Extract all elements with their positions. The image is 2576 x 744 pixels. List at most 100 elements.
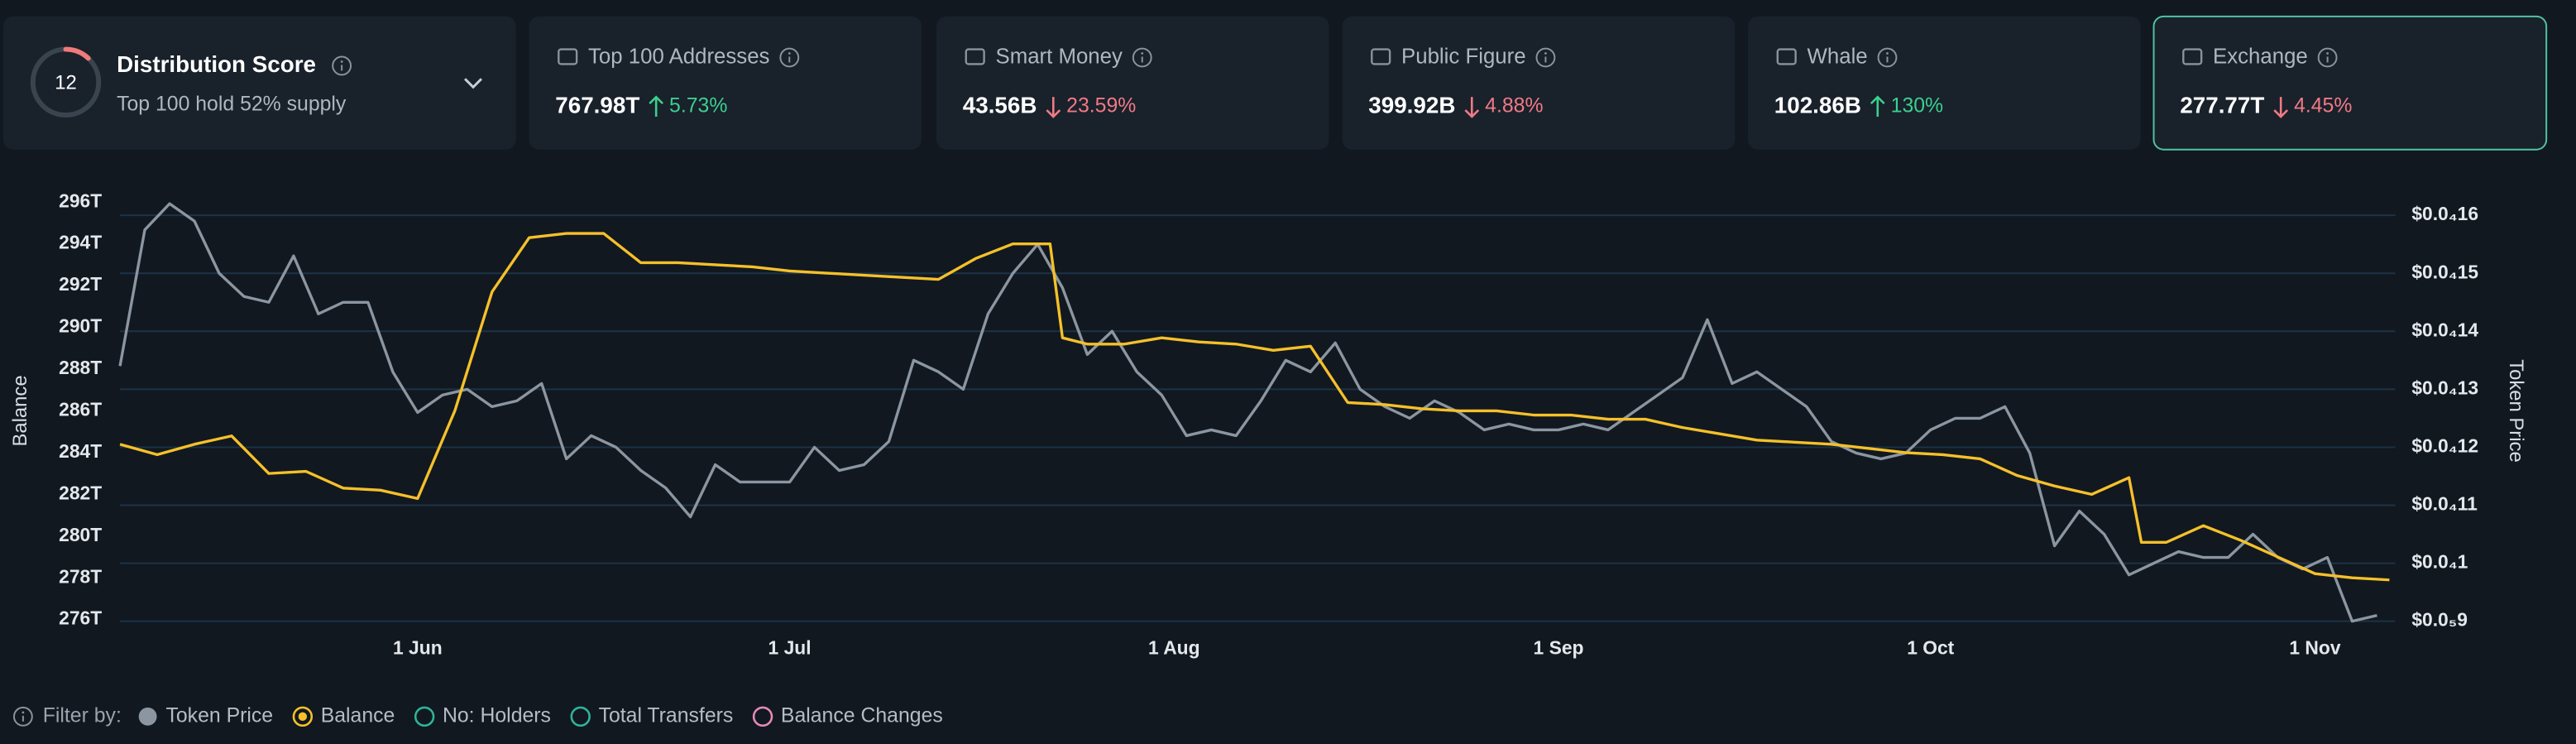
score-value: 12 xyxy=(55,72,77,94)
info-ring xyxy=(2317,47,2338,68)
legend-label: Token Price xyxy=(165,704,273,727)
series-line xyxy=(119,232,2390,582)
info-dot xyxy=(1886,52,1889,55)
stat-card[interactable] xyxy=(529,16,922,150)
card-value: 767.98T xyxy=(555,92,639,118)
change-arrow xyxy=(1046,97,1061,118)
y2-tick-label: $0.0₄12 xyxy=(2411,434,2478,456)
filter-label: Filter by: xyxy=(43,704,122,727)
filter-info-icon xyxy=(12,706,33,727)
change-arrow xyxy=(649,95,664,117)
y2-tick-label: $0.0₄16 xyxy=(2411,203,2478,224)
y-tick-label: 282T xyxy=(59,482,102,503)
legend-swatch xyxy=(138,707,157,726)
info-icon[interactable] xyxy=(1877,47,1898,68)
legend-swatch-dot xyxy=(298,712,308,721)
card-value: 102.86B xyxy=(1774,92,1861,118)
y2-tick-label: $0.0₄14 xyxy=(2411,319,2478,340)
filter-item[interactable]: Token Price xyxy=(138,704,273,727)
y-tick-label: 294T xyxy=(59,232,102,253)
info-dot xyxy=(1141,52,1144,55)
info-dot xyxy=(2326,52,2329,55)
card-change: 130% xyxy=(1891,95,1943,118)
card-change: 23.59% xyxy=(1066,95,1136,118)
info-ring xyxy=(1535,47,1556,68)
card-label: Public Figure xyxy=(1401,45,1526,68)
legend-swatch xyxy=(292,706,314,727)
legend-label: Total Transfers xyxy=(599,704,734,727)
card-icon xyxy=(965,48,985,65)
legend-label: Balance Changes xyxy=(781,704,943,727)
x-tick-label: 1 Aug xyxy=(1148,636,1200,658)
y2-tick-label: $0.0₄15 xyxy=(2411,261,2478,282)
x-tick-label: 1 Sep xyxy=(1534,636,1584,658)
y-tick-label: 278T xyxy=(59,565,102,587)
info-icon[interactable] xyxy=(332,55,352,76)
y-tick-label: 290T xyxy=(59,315,102,337)
card-label: Top 100 Addresses xyxy=(588,45,769,68)
y-tick-label: 276T xyxy=(59,607,102,629)
x-tick-label: 1 Oct xyxy=(1907,636,1954,658)
card-value: 43.56B xyxy=(963,92,1037,118)
info-icon[interactable] xyxy=(779,47,800,68)
x-tick-label: 1 Jul xyxy=(768,636,812,658)
legend-swatch xyxy=(752,706,773,727)
card-label: Whale xyxy=(1808,45,1868,68)
info-ring xyxy=(1877,47,1898,68)
y-tick-label: 280T xyxy=(59,524,102,545)
card-icon xyxy=(1371,48,1391,65)
card-value: 399.92B xyxy=(1368,92,1455,118)
x-tick-label: 1 Jun xyxy=(393,636,443,658)
info-dot xyxy=(1544,52,1547,55)
filter-item[interactable]: Total Transfers xyxy=(570,704,734,727)
info-ring xyxy=(779,47,800,68)
card-change: 4.45% xyxy=(2294,95,2352,118)
card-icon xyxy=(558,48,578,65)
filter-item[interactable]: Balance xyxy=(292,704,395,727)
stat-card[interactable] xyxy=(1342,16,1736,150)
stat-card[interactable] xyxy=(1748,16,2141,150)
stat-card[interactable] xyxy=(2152,15,2548,151)
change-arrow xyxy=(1870,95,1885,117)
y2-tick-label: $0.0₄13 xyxy=(2411,377,2478,398)
series-line xyxy=(118,202,2377,623)
stat-card[interactable] xyxy=(936,16,1329,150)
card-value: 277.77T xyxy=(2180,92,2264,118)
y2-tick-label: $0.0₄1 xyxy=(2411,551,2468,573)
filter-item[interactable]: No: Holders xyxy=(414,704,551,727)
y2-axis-title: Token Price xyxy=(2505,359,2527,462)
y-tick-label: 288T xyxy=(59,357,102,378)
change-arrow xyxy=(1464,97,1480,118)
card-change: 4.88% xyxy=(1485,95,1543,118)
info-dot xyxy=(788,52,791,55)
distribution-subtitle: Top 100 hold 52% supply xyxy=(117,94,347,116)
legend-swatch xyxy=(414,706,435,727)
card-icon xyxy=(2182,48,2203,65)
y-tick-label: 284T xyxy=(59,440,102,462)
info-icon[interactable] xyxy=(2317,47,2338,68)
card-change: 5.73% xyxy=(669,95,727,118)
info-ring xyxy=(1132,47,1152,68)
card-label: Smart Money xyxy=(996,45,1123,68)
y-tick-label: 286T xyxy=(59,398,102,420)
change-arrow xyxy=(2273,97,2289,118)
y-tick-label: 292T xyxy=(59,273,102,295)
legend-label: No: Holders xyxy=(443,704,551,727)
y2-tick-label: $0.0₄11 xyxy=(2411,493,2478,515)
card-label: Exchange xyxy=(2213,45,2308,68)
expand-chevron[interactable] xyxy=(464,78,482,89)
info-icon[interactable] xyxy=(1535,47,1556,68)
y-axis-title: Balance xyxy=(9,375,31,446)
score-gauge-arc xyxy=(63,46,91,61)
x-tick-label: 1 Nov xyxy=(2289,636,2340,658)
legend-swatch xyxy=(570,706,591,727)
y-tick-label: 296T xyxy=(59,190,102,211)
legend-label: Balance xyxy=(321,704,395,727)
y2-tick-label: $0.0₅9 xyxy=(2411,609,2468,631)
distribution-card[interactable] xyxy=(3,16,516,150)
info-icon[interactable] xyxy=(1132,47,1152,68)
card-icon xyxy=(1776,48,1797,65)
filter-item[interactable]: Balance Changes xyxy=(752,704,943,727)
